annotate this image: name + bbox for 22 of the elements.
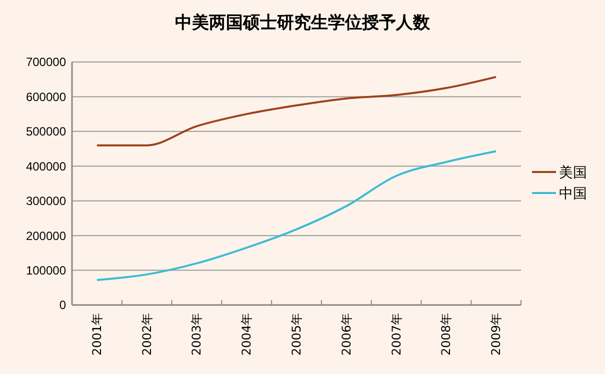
y-tick-label: 100000 bbox=[26, 263, 66, 278]
y-tick-label: 400000 bbox=[26, 159, 66, 174]
x-tick-label: 2001年 bbox=[90, 313, 104, 356]
y-tick-label: 300000 bbox=[26, 194, 66, 208]
y-tick-label: 200000 bbox=[26, 228, 66, 243]
x-tick-label: 2004年 bbox=[240, 313, 254, 356]
x-tick-label: 2006年 bbox=[339, 313, 354, 356]
y-tick-label: 700000 bbox=[26, 55, 66, 70]
line-series bbox=[96, 76, 498, 146]
legend-label: 美国 bbox=[559, 164, 587, 181]
x-tick-label: 2003年 bbox=[190, 313, 204, 356]
x-tick-label: 2008年 bbox=[439, 313, 454, 356]
x-tick-label: 2007年 bbox=[389, 313, 404, 356]
x-tick-label: 2009年 bbox=[489, 313, 504, 356]
y-tick-label: 500000 bbox=[26, 124, 66, 139]
y-tick-label: 0 bbox=[59, 298, 66, 312]
x-tick-label: 2005年 bbox=[290, 313, 304, 356]
line-series bbox=[96, 150, 498, 282]
legend-label: 中国 bbox=[559, 186, 587, 202]
x-tick-label: 2002年 bbox=[140, 313, 154, 356]
y-tick-label: 600000 bbox=[26, 90, 66, 104]
chart-title: 中美两国硕士研究生学位授予人数 bbox=[175, 13, 431, 33]
